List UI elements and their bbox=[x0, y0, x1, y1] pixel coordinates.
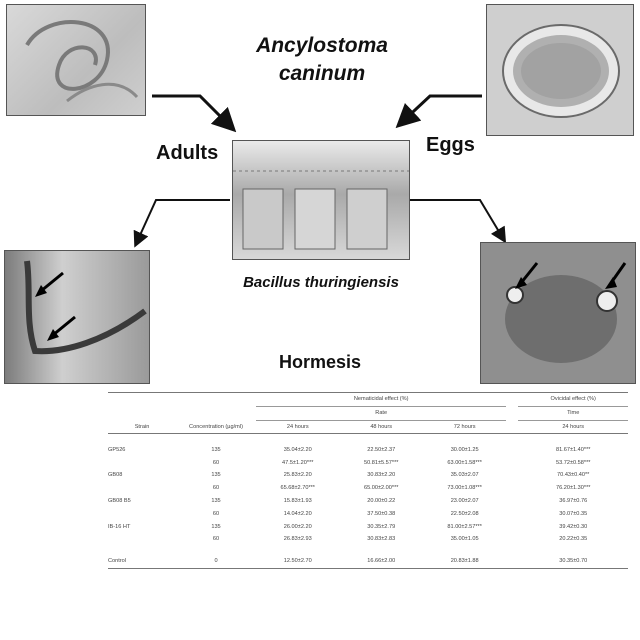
table-row: 60 26.83±2.93 30.83±2.83 35.00±1.05 20.22±0.… bbox=[108, 533, 628, 546]
cell-concentration: 60 bbox=[176, 456, 256, 469]
treated-egg-image bbox=[481, 243, 636, 384]
col-48h: 48 hours bbox=[339, 420, 422, 434]
treated-worm-image bbox=[5, 251, 150, 384]
cell-72h: 73.00±1.08*** bbox=[423, 482, 506, 495]
coiled-worm-image bbox=[7, 5, 146, 116]
cell-ovicidal: 20.22±0.35 bbox=[518, 533, 628, 546]
cell-strain: IB-16 HT bbox=[108, 520, 176, 533]
cell-ovicidal: 36.97±0.76 bbox=[518, 495, 628, 508]
cell-concentration: 135 bbox=[176, 495, 256, 508]
cell-concentration: 60 bbox=[176, 507, 256, 520]
cell-ovicidal: 70.43±0.40** bbox=[518, 469, 628, 482]
cell-48h: 37.50±0.38 bbox=[339, 507, 422, 520]
cell-24h: 14.04±2.20 bbox=[256, 507, 339, 520]
col-strain: Strain bbox=[108, 420, 176, 434]
cell-ovicidal: 30.07±0.35 bbox=[518, 507, 628, 520]
culture-plate-photo bbox=[232, 140, 410, 260]
col-ovicidal-24h: 24 hours bbox=[518, 420, 628, 434]
header-ovicidal: Ovicidal effect (%) bbox=[518, 393, 628, 407]
cell-strain bbox=[108, 456, 176, 469]
cell-strain bbox=[108, 533, 176, 546]
adult-worm-photo bbox=[6, 4, 146, 116]
cell-strain bbox=[108, 507, 176, 520]
cell-24h: 35.04±2.20 bbox=[256, 443, 339, 456]
cell-ovicidal: 81.67±1.40*** bbox=[518, 443, 628, 456]
header-time: Time bbox=[518, 406, 628, 420]
well-plate-image bbox=[233, 141, 410, 260]
cell-24h: 15.83±1.93 bbox=[256, 495, 339, 508]
title-genus: Ancylostoma bbox=[232, 34, 412, 58]
cell-strain bbox=[108, 482, 176, 495]
cell-concentration: 135 bbox=[176, 520, 256, 533]
egg-image bbox=[487, 5, 634, 136]
header-nematicidal: Nematicidal effect (%) bbox=[256, 393, 506, 407]
header-rate: Rate bbox=[256, 406, 506, 420]
cell-48h: 20.00±0.22 bbox=[339, 495, 422, 508]
cell-24h: 26.83±2.93 bbox=[256, 533, 339, 546]
arrow-adults-to-plate bbox=[152, 96, 232, 128]
table-row: IB-16 HT 135 26.00±2.20 30.35±2.79 81.00±2.5… bbox=[108, 520, 628, 533]
cell-24h: 65.68±2.70*** bbox=[256, 482, 339, 495]
cell-48h: 50.81±5.57*** bbox=[339, 456, 422, 469]
cell-72h: 22.50±2.08 bbox=[423, 507, 506, 520]
col-24h: 24 hours bbox=[256, 420, 339, 434]
table-row: 60 47.5±1.20*** 50.81±5.57*** 63.00±1.58***… bbox=[108, 456, 628, 469]
cell-72h: 81.00±2.57*** bbox=[423, 520, 506, 533]
title-species: caninum bbox=[232, 62, 412, 86]
table-row: GP526 135 35.04±2.20 22.50±2.37 30.00±1.25 81… bbox=[108, 443, 628, 456]
table-row: Control 0 12.50±2.70 16.66±2.00 20.83±1.88 30… bbox=[108, 555, 628, 568]
arrow-eggs-to-plate bbox=[400, 96, 482, 124]
arrow-plate-to-treated-egg bbox=[410, 200, 504, 240]
arrow-plate-to-treated-adult bbox=[136, 200, 230, 244]
cell-strain: GB08 bbox=[108, 469, 176, 482]
cell-concentration: 60 bbox=[176, 533, 256, 546]
cell-ovicidal: 39.42±0.30 bbox=[518, 520, 628, 533]
cell-24h: 12.50±2.70 bbox=[256, 555, 339, 568]
cell-48h: 22.50±2.37 bbox=[339, 443, 422, 456]
cell-24h: 25.83±2.20 bbox=[256, 469, 339, 482]
cell-24h: 26.00±2.20 bbox=[256, 520, 339, 533]
results-table: Nematicidal effect (%) Ovicidal effect (… bbox=[108, 392, 628, 569]
table-row: GB08 135 25.83±2.20 30.83±2.20 35.03±2.07 70.… bbox=[108, 469, 628, 482]
cell-concentration: 60 bbox=[176, 482, 256, 495]
cell-72h: 23.00±2.07 bbox=[423, 495, 506, 508]
cell-concentration: 135 bbox=[176, 443, 256, 456]
cell-strain: GB08 B5 bbox=[108, 495, 176, 508]
cell-48h: 30.83±2.20 bbox=[339, 469, 422, 482]
cell-48h: 16.66±2.00 bbox=[339, 555, 422, 568]
cell-concentration: 0 bbox=[176, 555, 256, 568]
table-row: GB08 B5 135 15.83±1.93 20.00±0.22 23.00±2.07… bbox=[108, 495, 628, 508]
cell-72h: 20.83±1.88 bbox=[423, 555, 506, 568]
cell-ovicidal: 30.35±0.70 bbox=[518, 555, 628, 568]
col-72h: 72 hours bbox=[423, 420, 506, 434]
cell-72h: 30.00±1.25 bbox=[423, 443, 506, 456]
treated-adult-photo bbox=[4, 250, 150, 384]
cell-concentration: 135 bbox=[176, 469, 256, 482]
cell-ovicidal: 76.20±1.30*** bbox=[518, 482, 628, 495]
table-row: 60 65.68±2.70*** 65.00±2.00*** 73.00±1.08**… bbox=[108, 482, 628, 495]
col-concentration: Concentration (µg/ml) bbox=[176, 420, 256, 434]
label-hormesis: Hormesis bbox=[250, 352, 390, 373]
table-row: 60 14.04±2.20 37.50±0.38 22.50±2.08 30.07±0.… bbox=[108, 507, 628, 520]
treated-egg-photo bbox=[480, 242, 636, 384]
table-body: GP526 135 35.04±2.20 22.50±2.37 30.00±1.25 81… bbox=[108, 443, 628, 568]
egg-photo bbox=[486, 4, 634, 136]
label-eggs: Eggs bbox=[426, 134, 475, 157]
cell-48h: 30.35±2.79 bbox=[339, 520, 422, 533]
cell-strain: Control bbox=[108, 555, 176, 568]
cell-72h: 35.00±1.05 bbox=[423, 533, 506, 546]
cell-48h: 65.00±2.00*** bbox=[339, 482, 422, 495]
cell-72h: 63.00±1.58*** bbox=[423, 456, 506, 469]
cell-72h: 35.03±2.07 bbox=[423, 469, 506, 482]
label-adults: Adults bbox=[156, 142, 218, 165]
cell-24h: 47.5±1.20*** bbox=[256, 456, 339, 469]
cell-ovicidal: 53.72±0.58*** bbox=[518, 456, 628, 469]
cell-strain: GP526 bbox=[108, 443, 176, 456]
label-bacillus: Bacillus thuringiensis bbox=[226, 274, 416, 291]
cell-48h: 30.83±2.83 bbox=[339, 533, 422, 546]
